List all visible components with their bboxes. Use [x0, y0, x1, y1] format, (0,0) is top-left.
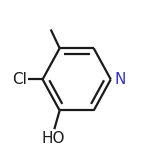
Text: Cl: Cl [12, 72, 27, 87]
Text: HO: HO [41, 131, 65, 146]
Text: N: N [114, 72, 126, 87]
